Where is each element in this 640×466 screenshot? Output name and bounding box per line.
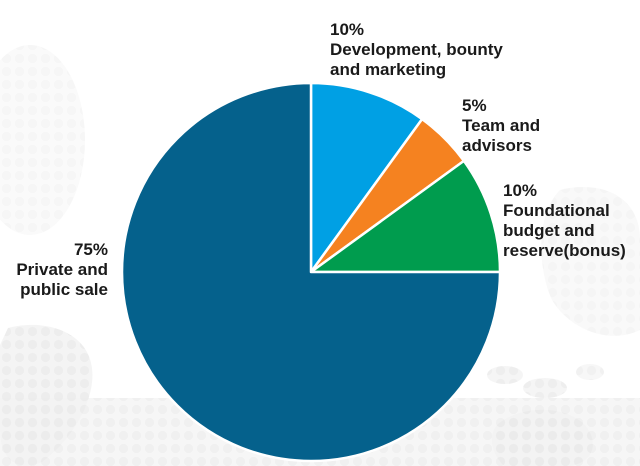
label-line: and marketing — [330, 60, 447, 79]
pie-slice-development — [309, 81, 424, 274]
percent-value: 5% — [462, 96, 487, 115]
label-line: Private and — [16, 260, 108, 279]
pie-slice-sale — [120, 81, 502, 463]
slice-label-sale: 75% Private and public sale — [8, 240, 108, 300]
label-line: Development, bounty — [330, 40, 503, 59]
slice-label-foundation: 10% Foundational budget and reserve(bonu… — [503, 181, 626, 261]
percent-value: 75% — [73, 240, 108, 259]
percent-value: 10% — [503, 181, 538, 200]
label-line: budget and — [503, 221, 595, 240]
slice-label-development: 10% Development, bounty and marketing — [330, 20, 503, 80]
label-line: reserve(bonus) — [503, 241, 626, 260]
label-line: Team and — [462, 116, 541, 135]
pie-slice-foundation — [309, 159, 502, 274]
label-line: public sale — [20, 280, 108, 299]
label-line: advisors — [462, 136, 532, 155]
slice-label-team: 5% Team and advisors — [462, 96, 540, 156]
label-line: Foundational — [503, 201, 610, 220]
percent-value: 10% — [330, 20, 365, 39]
